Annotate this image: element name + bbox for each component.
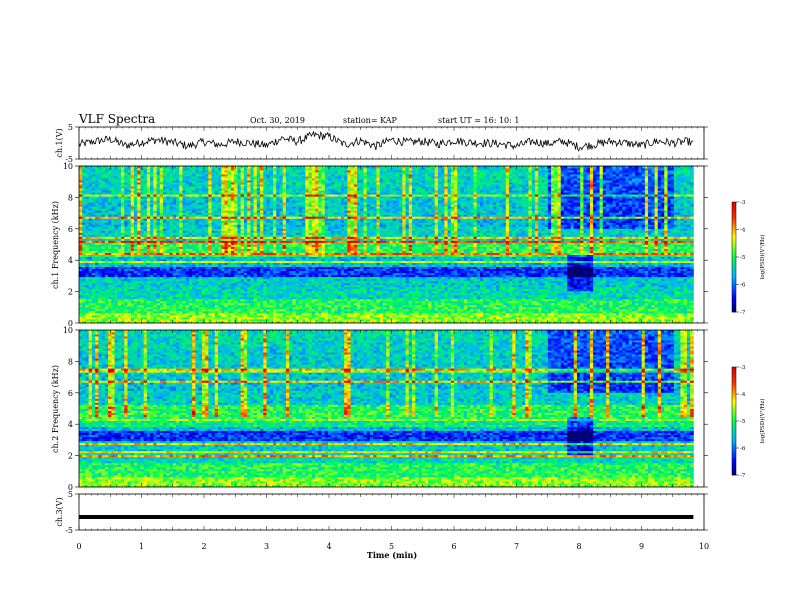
y-tick-label: 5 (68, 123, 73, 132)
date-label: Oct. 30, 2019 (250, 116, 305, 125)
figure-title: VLF Spectra (78, 112, 155, 126)
vlf-spectra-figure: VLF Spectra Oct. 30, 2019 station= KAP s… (0, 0, 792, 612)
start-time-label: start UT = 16: 10: 1 (438, 116, 519, 125)
ch1-waveform-panel: 5-5 (65, 123, 708, 164)
ch1-waveform-line (79, 132, 693, 151)
station-label: station= KAP (343, 116, 398, 125)
